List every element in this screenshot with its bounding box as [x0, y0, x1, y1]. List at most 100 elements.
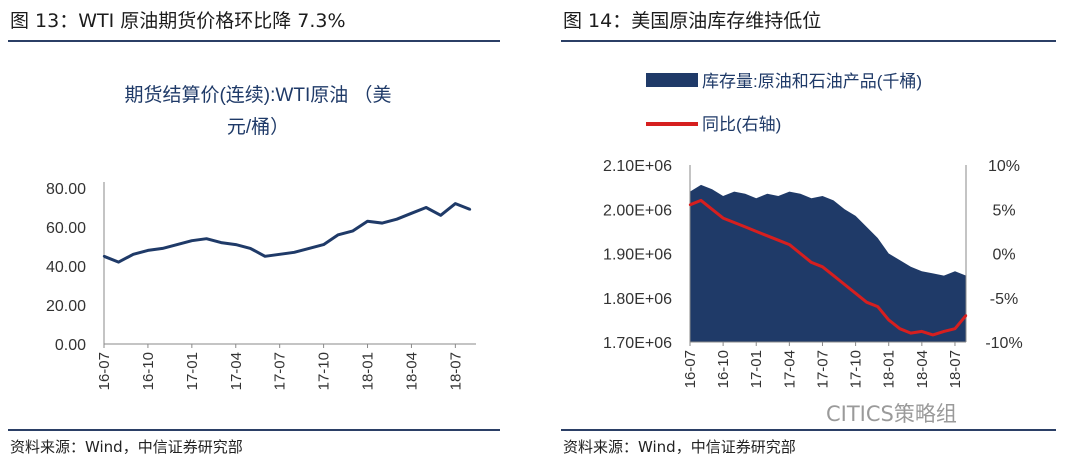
data-point [293, 251, 296, 254]
data-point [821, 265, 824, 268]
data-point [380, 221, 384, 225]
legend-swatch-inventory [646, 73, 698, 87]
chart-title: 期货结算价(连续):WTI原油 （美 [124, 84, 391, 106]
data-point [920, 330, 924, 333]
y-tick-label: 80.00 [46, 181, 86, 198]
data-point [454, 202, 457, 205]
x-tick-label: 17-01 [184, 352, 201, 390]
data-point [219, 241, 223, 244]
right-y-tick-label: 10% [988, 158, 1020, 175]
x-tick-label: 16-07 [682, 350, 699, 388]
data-point [854, 292, 857, 295]
data-point [351, 229, 355, 233]
data-point [132, 253, 135, 256]
chart-title: 元/桶） [227, 116, 289, 138]
source-note: 资料来源：Wind，中信证券研究部 [563, 438, 796, 456]
data-point [395, 218, 398, 221]
x-tick-label: 16-10 [140, 352, 157, 390]
data-point [710, 208, 714, 211]
title-divider [561, 40, 1056, 42]
right-chart-panel: 图 14：美国原油库存维持低位 库存量:原油和石油产品(千桶) 同比(右轴) 2.1… [553, 0, 1066, 464]
x-tick-label: 16-10 [715, 350, 732, 388]
legend-label: 库存量:原油和石油产品(千桶) [702, 72, 922, 91]
left-y-tick-label: 1.80E+06 [603, 291, 672, 308]
data-point [263, 255, 267, 258]
data-point [699, 199, 703, 202]
data-point [721, 216, 725, 220]
data-point [942, 330, 946, 333]
watermark: CITICS策略组 [826, 402, 957, 426]
left-y-tick-label: 2.10E+06 [603, 158, 672, 175]
x-tick-label: 18-01 [881, 350, 898, 388]
data-point [410, 212, 413, 215]
x-tick-label: 17-07 [814, 350, 831, 388]
data-point [832, 274, 835, 277]
data-point [788, 243, 791, 246]
series-line-yoy [689, 198, 968, 337]
title-divider [8, 40, 500, 42]
x-tick-label: 17-04 [781, 350, 798, 388]
series-line-wti [103, 202, 471, 264]
source-divider [8, 429, 500, 431]
data-point [307, 247, 311, 250]
data-point [898, 327, 901, 330]
data-point [777, 239, 780, 242]
legend-label: 同比(右轴) [702, 115, 781, 134]
x-tick-label: 18-07 [447, 352, 464, 390]
left-chart-panel: 图 13：WTI 原油期货价格环比降 7.3% 期货结算价(连续):WTI原油 … [0, 0, 510, 464]
right-y-tick-label: 0% [992, 247, 1015, 264]
data-point [732, 221, 736, 224]
x-tick-label: 18-01 [360, 352, 377, 390]
data-point [102, 255, 106, 258]
data-point [799, 252, 802, 255]
data-point [755, 230, 758, 233]
data-point [887, 318, 890, 322]
left-y-tick-label: 1.70E+06 [603, 335, 672, 352]
data-point [146, 249, 150, 252]
data-point [964, 314, 968, 317]
x-tick-label: 17-10 [848, 350, 865, 388]
data-point [439, 214, 442, 217]
wti-price-chart: 期货结算价(连续):WTI原油 （美元/桶） 80.00 60.00 40.00 20.… [46, 84, 476, 390]
data-point [843, 283, 846, 286]
series-area-inventory [690, 184, 966, 342]
data-point [234, 243, 237, 246]
left-y-tick-label: 2.00E+06 [603, 202, 672, 219]
x-tick-label: 17-01 [748, 350, 765, 388]
figure-title: 图 13：WTI 原油期货价格环比降 7.3% [10, 10, 346, 32]
data-point [117, 260, 120, 264]
y-tick-label: 20.00 [46, 298, 86, 315]
y-tick-label: 60.00 [46, 220, 86, 237]
source-note: 资料来源：Wind，中信证券研究部 [10, 438, 243, 456]
left-y-tick-label: 1.90E+06 [603, 247, 672, 264]
x-tick-label: 16-07 [96, 352, 113, 390]
data-point [205, 237, 208, 240]
data-point [249, 247, 252, 250]
right-y-tick-label: -10% [985, 335, 1022, 352]
data-point [909, 331, 912, 335]
x-tick-label: 18-04 [914, 350, 931, 388]
data-point [865, 300, 868, 304]
x-tick-label: 17-07 [272, 352, 289, 390]
data-point [953, 327, 957, 330]
us-crude-inventory-chart: 库存量:原油和石油产品(千桶) 同比(右轴) 2.10E+06 2.00E+06 1.9… [603, 72, 1023, 388]
data-point [468, 208, 472, 211]
data-point [744, 225, 747, 229]
data-point [322, 243, 325, 246]
data-point [190, 239, 194, 242]
data-point [931, 333, 935, 337]
x-tick-label: 18-07 [947, 350, 964, 388]
data-point [278, 253, 281, 256]
data-point [766, 234, 769, 237]
data-point [810, 261, 813, 264]
y-tick-label: 40.00 [46, 259, 86, 276]
x-tick-label: 17-10 [316, 352, 333, 390]
data-point [176, 243, 179, 246]
data-point [161, 247, 164, 250]
x-tick-label: 17-04 [228, 352, 245, 390]
right-y-tick-label: 5% [992, 202, 1015, 219]
data-point [366, 219, 369, 223]
right-y-tick-label: -5% [990, 291, 1018, 308]
figure-title: 图 14：美国原油库存维持低位 [563, 10, 822, 32]
data-point [688, 203, 692, 207]
